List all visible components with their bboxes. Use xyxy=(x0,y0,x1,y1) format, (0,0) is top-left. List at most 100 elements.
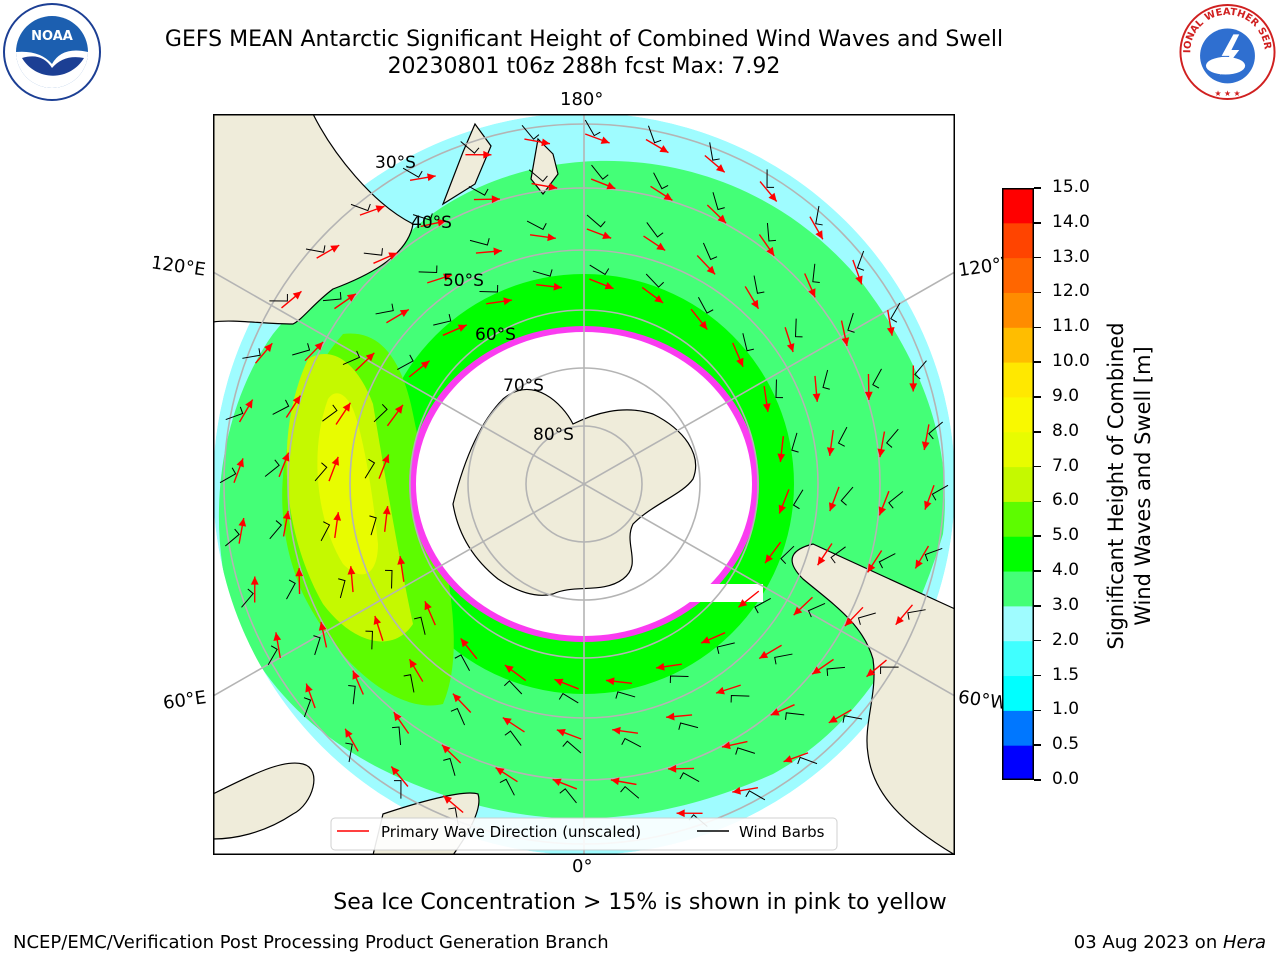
wave-arrow-head xyxy=(342,402,351,412)
wind-barb xyxy=(646,222,664,238)
lon-label-180: 180° xyxy=(560,89,604,110)
wave-arrow-head xyxy=(554,678,564,686)
colorbar-tick xyxy=(1034,326,1041,329)
wave-arrow-head xyxy=(663,192,673,201)
chart-subtitle: 20230801 t06z 288h fcst Max: 7.92 xyxy=(387,54,781,79)
colorbar-tick-label: 0.5 xyxy=(1052,734,1080,755)
colorbar-tick xyxy=(1034,361,1041,363)
wind-barb xyxy=(392,726,402,746)
svg-text:NOAA: NOAA xyxy=(31,29,73,44)
wind-barb xyxy=(797,756,818,765)
wind-barb xyxy=(679,772,700,782)
wave-arrow-head xyxy=(373,615,382,625)
lat-label: 60°S xyxy=(475,325,516,345)
wind-barb xyxy=(314,462,328,482)
colorbar-tick-label: 14.0 xyxy=(1052,211,1090,232)
wind-barb xyxy=(369,515,377,536)
wind-barb xyxy=(303,697,312,718)
wind-barb xyxy=(269,293,288,302)
colorbar-cell xyxy=(1002,710,1034,746)
wave-arrow-head xyxy=(441,744,451,754)
wind-barb xyxy=(847,312,855,333)
colorbar-cell xyxy=(1002,745,1034,780)
wind-barb xyxy=(504,730,522,746)
wind-barb xyxy=(224,528,240,547)
colorbar-tick xyxy=(1034,396,1041,398)
wave-arrow-head xyxy=(264,343,273,353)
wind-barb xyxy=(586,214,606,228)
wave-arrow-head xyxy=(427,173,436,182)
wave-arrow-head xyxy=(701,636,711,644)
wave-arrow-head xyxy=(717,214,727,224)
wave-arrow-head xyxy=(331,456,340,466)
wind-barb xyxy=(653,172,669,190)
colorbar-cell xyxy=(1002,257,1034,293)
colorbar-tick-label: 4.0 xyxy=(1052,560,1080,581)
wind-barb xyxy=(888,491,904,509)
wave-and-wind-vectors xyxy=(219,119,949,827)
colorbar-tick-label: 12.0 xyxy=(1052,281,1090,302)
wind-barb xyxy=(269,520,283,540)
wind-barb xyxy=(402,167,423,178)
wind-barb xyxy=(364,458,376,479)
wave-arrow-head xyxy=(738,599,748,608)
wave-arrow-head xyxy=(541,138,551,147)
wave-arrow-head xyxy=(864,391,873,400)
wind-barb xyxy=(272,399,290,415)
wave-arrow-head xyxy=(909,383,918,392)
wave-arrow-head xyxy=(828,502,837,512)
legend-wave-label: Primary Wave Direction (unscaled) xyxy=(381,823,641,841)
wave-arrow-head xyxy=(895,615,904,625)
wave-arrow-head xyxy=(382,454,390,464)
colorbar-tick-label: 1.5 xyxy=(1052,664,1080,685)
colorbar-cell xyxy=(1002,536,1034,572)
wind-barb xyxy=(584,119,601,137)
colorbar-cell xyxy=(1002,675,1034,711)
lat-label: 40°S xyxy=(411,213,452,233)
wind-barb xyxy=(830,546,846,564)
wave-arrow-head xyxy=(759,650,769,659)
wind-barb xyxy=(780,545,795,565)
wind-barb xyxy=(264,459,280,477)
wind-barb xyxy=(345,742,353,763)
wind-barb xyxy=(730,695,750,703)
wind-barb xyxy=(558,692,579,704)
wave-arrow-head xyxy=(548,182,558,191)
wave-arrow-head xyxy=(841,337,850,346)
wave-arrow-head xyxy=(394,404,403,414)
wind-barb xyxy=(418,265,438,273)
wave-arrow-head xyxy=(391,766,400,776)
colorbar-tick xyxy=(1034,674,1041,677)
colorbar-tick xyxy=(1034,256,1041,259)
wind-barb xyxy=(443,757,456,776)
wave-arrow-head xyxy=(375,205,385,213)
colorbar-cell xyxy=(1002,188,1034,224)
wind-barb xyxy=(589,264,610,276)
colorbar-tick xyxy=(1034,187,1041,189)
wave-arrow-head xyxy=(236,458,244,468)
wind-barb xyxy=(350,203,371,212)
wind-barb xyxy=(775,379,784,399)
wind-barb xyxy=(697,297,714,314)
colorbar-cell xyxy=(1002,571,1034,607)
colorbar-tick xyxy=(1034,500,1041,503)
map-panel: 30°S 40°S 50°S 60°S 70°S 80°S Primary Wa… xyxy=(213,114,955,855)
wind-barb xyxy=(754,597,771,614)
wind-barb xyxy=(450,707,466,726)
wave-arrow-head xyxy=(547,233,556,242)
wave-arrow-head xyxy=(604,282,614,290)
wave-arrow-head xyxy=(676,809,685,818)
wave-arrow-head xyxy=(282,510,291,520)
wave-arrow-head xyxy=(783,755,793,763)
run-date-prefix: 03 Aug 2023 on xyxy=(1073,932,1223,953)
wind-barb xyxy=(669,675,689,684)
wave-arrow-head xyxy=(817,556,826,566)
wave-arrow-head xyxy=(878,506,887,516)
wind-barb xyxy=(322,404,338,422)
wind-barb xyxy=(753,275,765,294)
colorbar-tick-label: 11.0 xyxy=(1052,316,1090,337)
wave-arrow-head xyxy=(556,728,566,737)
wind-barb xyxy=(526,220,547,231)
wind-barb xyxy=(795,318,803,338)
wind-barb xyxy=(645,273,665,288)
